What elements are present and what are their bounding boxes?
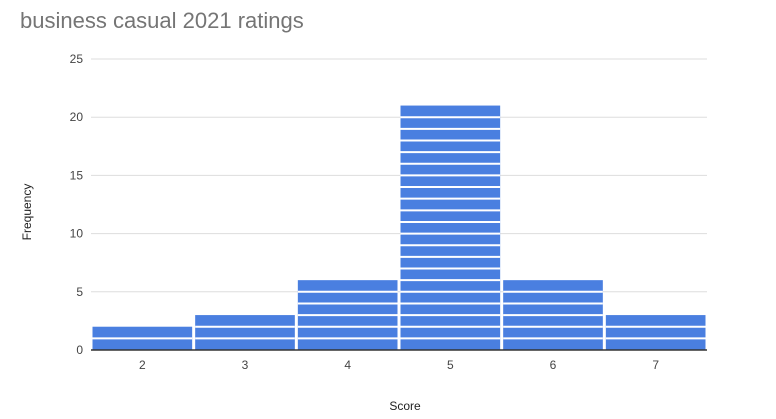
x-tick-labels: 2 3 4 5 6 7: [139, 358, 659, 372]
bars: [92, 105, 706, 350]
y-tick-label: 0: [76, 343, 83, 357]
bar: [605, 315, 706, 350]
chart-title: business casual 2021 ratings: [20, 8, 304, 33]
x-tick-label: 4: [344, 358, 351, 372]
y-axis-label: Frequency: [20, 184, 34, 241]
y-tick-labels: 0 5 10 15 20 25: [70, 52, 84, 357]
x-tick-label: 2: [139, 358, 146, 372]
y-tick-label: 15: [70, 168, 84, 182]
x-tick-label: 7: [652, 358, 659, 372]
y-tick-label: 25: [70, 52, 84, 66]
x-tick-label: 6: [550, 358, 557, 372]
y-tick-label: 5: [76, 285, 83, 299]
y-tick-label: 20: [70, 110, 84, 124]
x-axis-label: Score: [389, 399, 421, 413]
x-tick-label: 3: [242, 358, 249, 372]
bar: [400, 105, 501, 350]
bar: [195, 315, 295, 350]
x-tick-label: 5: [447, 358, 454, 372]
y-tick-label: 10: [70, 227, 84, 241]
gridlines: [91, 58, 707, 293]
